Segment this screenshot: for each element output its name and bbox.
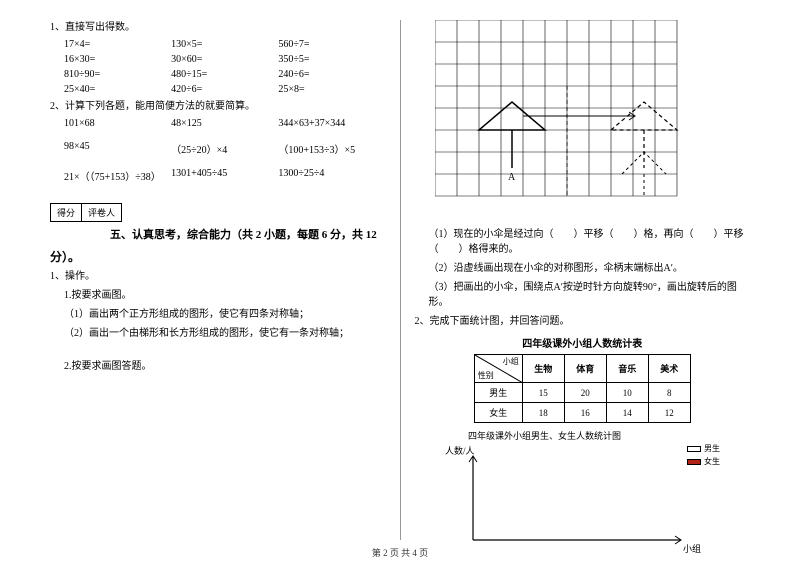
expression: 420÷6= <box>171 84 278 95</box>
y-axis-label: 人数/人 <box>445 445 475 456</box>
grid-figure: A <box>435 20 699 218</box>
q1-title: 1、直接写出得数。 <box>50 20 386 35</box>
left-column: 1、直接写出得数。 17×4=130×5=560÷7=16×30=30×60=3… <box>40 20 396 540</box>
page: 1、直接写出得数。 17×4=130×5=560÷7=16×30=30×60=3… <box>0 0 800 540</box>
r-q2: 2、完成下面统计图，并回答问题。 <box>415 314 751 329</box>
col-h: 美术 <box>648 355 690 383</box>
expression: 101×68 <box>64 118 171 129</box>
diag-header: 小组 性别 <box>474 355 522 383</box>
expression: 480÷15= <box>171 69 278 80</box>
table-title: 四年级课外小组人数统计表 <box>415 335 751 350</box>
q2-title: 2、计算下列各题，能用简便方法的就要简算。 <box>50 99 386 114</box>
expression: 1300÷25÷4 <box>278 168 385 183</box>
q2-expressions: 101×6848×125344×63+37×344 98×45（25÷20）×4（… <box>50 118 386 183</box>
expression: 30×60= <box>171 54 278 65</box>
expression: （100+153÷3）×5 <box>278 141 385 156</box>
empty-chart-axes: 人数/人 小组 <box>445 444 705 554</box>
op1-1b: （2）画出一个由梯形和长方形组成的图形，使它有一条对称轴； <box>50 326 386 341</box>
chart-title: 四年级课外小组男生、女生人数统计图 <box>445 429 645 442</box>
expression: 25×40= <box>64 84 171 95</box>
chart-area: 四年级课外小组男生、女生人数统计图 人数/人 小组 男生 女生 <box>445 429 751 557</box>
op1: 1、操作。 <box>50 269 386 284</box>
col-h: 音乐 <box>606 355 648 383</box>
table-row: 男生 15 20 10 8 <box>474 383 690 403</box>
r-t2: （2）沿虚线画出现在小伞的对称图形，伞柄末端标出A′。 <box>415 261 751 276</box>
chart-legend: 男生 女生 <box>687 443 720 469</box>
op1-1: 1.按要求画图。 <box>50 288 386 303</box>
expression: 350÷5= <box>278 54 385 65</box>
legend-item: 男生 <box>687 443 720 454</box>
expression: 48×125 <box>171 118 278 129</box>
r-t3: （3）把画出的小伞，围绕点A′按逆时针方向旋转90°，画出旋转后的图形。 <box>415 280 751 310</box>
expression: 344×63+37×344 <box>278 118 385 129</box>
expression: 130×5= <box>171 39 278 50</box>
expression: 21×（（75+153）÷38） <box>64 168 171 183</box>
op1-2: 2.按要求画图答题。 <box>50 359 386 374</box>
q1-expressions: 17×4=130×5=560÷7= 16×30=30×60=350÷5= 810÷9… <box>50 39 386 95</box>
section-5-fen: 分）。 <box>50 248 386 265</box>
col-h: 生物 <box>522 355 564 383</box>
r-t1: （1）现在的小伞是经过向（ ）平移（ ）格，再向（ ）平移（ ）格得来的。 <box>415 227 751 257</box>
expression: 810÷90= <box>64 69 171 80</box>
legend-item: 女生 <box>687 456 720 467</box>
expression: 1301+405÷45 <box>171 168 278 183</box>
expression: 16×30= <box>64 54 171 65</box>
expression: 240÷6= <box>278 69 385 80</box>
stats-table: 小组 性别 生物 体育 音乐 美术 男生 15 20 10 8 女生 18 16… <box>474 354 691 423</box>
expression: 560÷7= <box>278 39 385 50</box>
expression: （25÷20）×4 <box>171 141 278 156</box>
expression: 17×4= <box>64 39 171 50</box>
score-label: 得分 <box>51 204 82 221</box>
table-row: 女生 18 16 14 12 <box>474 403 690 423</box>
col-h: 体育 <box>564 355 606 383</box>
score-box: 得分 评卷人 <box>50 203 122 222</box>
op1-1a: （1）画出两个正方形组成的图形，使它有四条对称轴； <box>50 307 386 322</box>
right-column: A （1）现在的小伞是经过向（ ）平移（ ）格，再向（ ）平移（ ）格得来的。 … <box>405 20 761 540</box>
expression: 98×45 <box>64 141 171 156</box>
point-a-label: A <box>508 172 516 183</box>
expression: 25×8= <box>278 84 385 95</box>
section-5-title: 五、认真思考，综合能力（共 2 小题，每题 6 分，共 12 <box>50 226 386 242</box>
column-divider <box>400 20 401 540</box>
grader-label: 评卷人 <box>82 204 121 221</box>
page-footer: 第 2 页 共 4 页 <box>0 546 800 559</box>
